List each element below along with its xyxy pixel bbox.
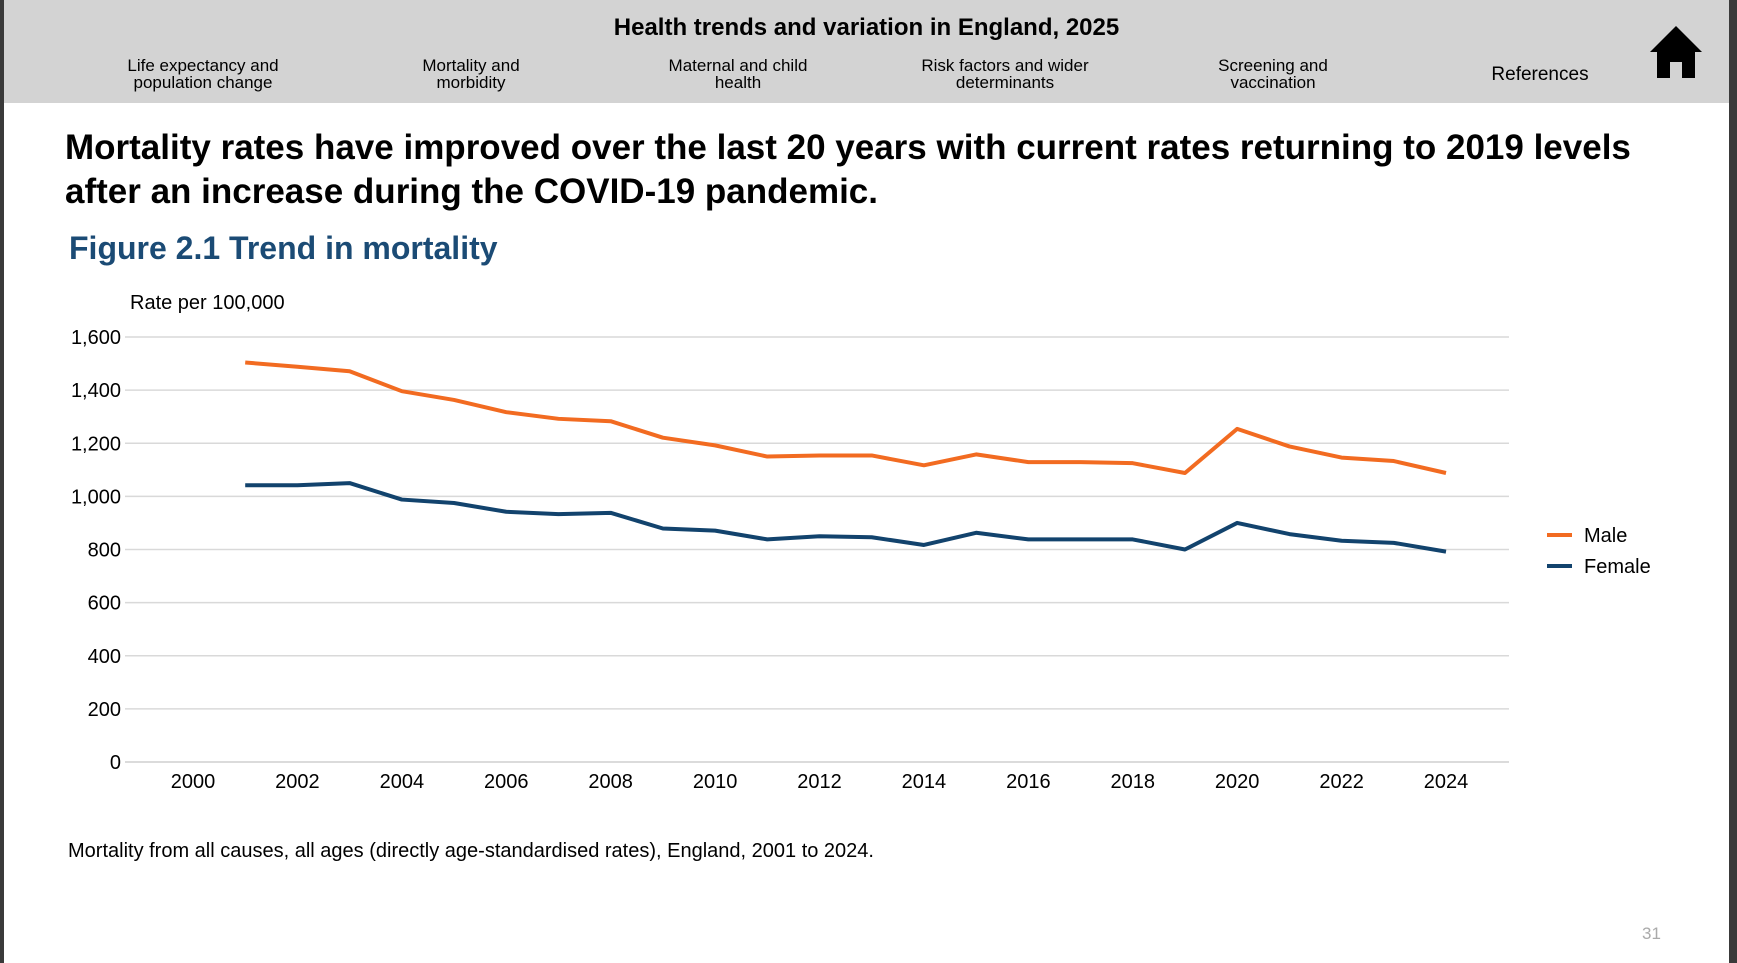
nav-label: Screening and xyxy=(1218,56,1328,75)
x-tick-label: 2020 xyxy=(1215,771,1260,793)
y-tick-label: 400 xyxy=(88,646,121,668)
y-tick-label: 0 xyxy=(110,752,121,774)
home-icon xyxy=(1650,26,1702,78)
x-tick-label: 2018 xyxy=(1111,771,1156,793)
home-button[interactable] xyxy=(1648,24,1704,80)
nav-label: Mortality and xyxy=(422,56,520,75)
x-tick-label: 2022 xyxy=(1319,771,1364,793)
y-tick-label: 600 xyxy=(88,593,121,615)
y-tick-label: 1,600 xyxy=(71,327,121,349)
x-tick-label: 2000 xyxy=(171,771,216,793)
legend-label-male: Male xyxy=(1584,525,1627,547)
x-tick-label: 2006 xyxy=(484,771,529,793)
x-tick-label: 2008 xyxy=(588,771,633,793)
page-number: 31 xyxy=(1642,924,1661,943)
nav-mortality[interactable]: Mortality and morbidity xyxy=(351,57,591,91)
legend-label-female: Female xyxy=(1584,556,1651,578)
nav-label: Life expectancy and xyxy=(127,56,279,75)
x-tick-label: 2004 xyxy=(380,771,425,793)
series-line-male xyxy=(245,360,1447,475)
mortality-line-chart: 0 200 400 600 800 1,000 1,200 1,400 1,600 2000 200… xyxy=(71,327,1651,793)
series-line-female xyxy=(245,481,1447,554)
nav-label: References xyxy=(1491,64,1589,85)
header-bar: Health trends and variation in England, … xyxy=(4,0,1729,103)
x-tick-label: 2016 xyxy=(1006,771,1051,793)
x-tick-label: 2014 xyxy=(902,771,947,793)
slide-page: Health trends and variation in England, … xyxy=(4,0,1729,963)
y-tick-label: 1,200 xyxy=(71,433,121,455)
nav-label: morbidity xyxy=(436,73,506,92)
nav-label: health xyxy=(714,73,762,92)
nav-maternal-child[interactable]: Maternal and child health xyxy=(618,57,858,91)
nav-label: population change xyxy=(133,73,273,92)
y-axis-label: Rate per 100,000 xyxy=(130,292,285,314)
x-tick-label: 2012 xyxy=(797,771,842,793)
x-tick-label: 2002 xyxy=(275,771,320,793)
y-tick-label: 800 xyxy=(88,540,121,562)
figure-caption: Mortality from all causes, all ages (dir… xyxy=(68,840,874,862)
nav-label: Maternal and child xyxy=(668,56,808,75)
nav-label: determinants xyxy=(955,73,1055,92)
x-tick-label: 2024 xyxy=(1424,771,1469,793)
y-tick-label: 1,000 xyxy=(71,486,121,508)
headline: Mortality rates have improved over the l… xyxy=(65,128,1631,211)
nav-risk-factors[interactable]: Risk factors and wider determinants xyxy=(885,57,1125,91)
nav-label: Risk factors and wider xyxy=(921,56,1089,75)
nav-references[interactable]: References xyxy=(1420,64,1660,85)
x-tick-label: 2010 xyxy=(693,771,738,793)
y-tick-label: 200 xyxy=(88,699,121,721)
nav-label: vaccination xyxy=(1230,73,1316,92)
y-tick-label: 1,400 xyxy=(71,380,121,402)
figure-title: Figure 2.1 Trend in mortality xyxy=(69,230,498,266)
nav-life-expectancy[interactable]: Life expectancy and population change xyxy=(83,57,323,91)
report-title: Health trends and variation in England, … xyxy=(613,14,1120,41)
nav-screening[interactable]: Screening and vaccination xyxy=(1153,57,1393,91)
